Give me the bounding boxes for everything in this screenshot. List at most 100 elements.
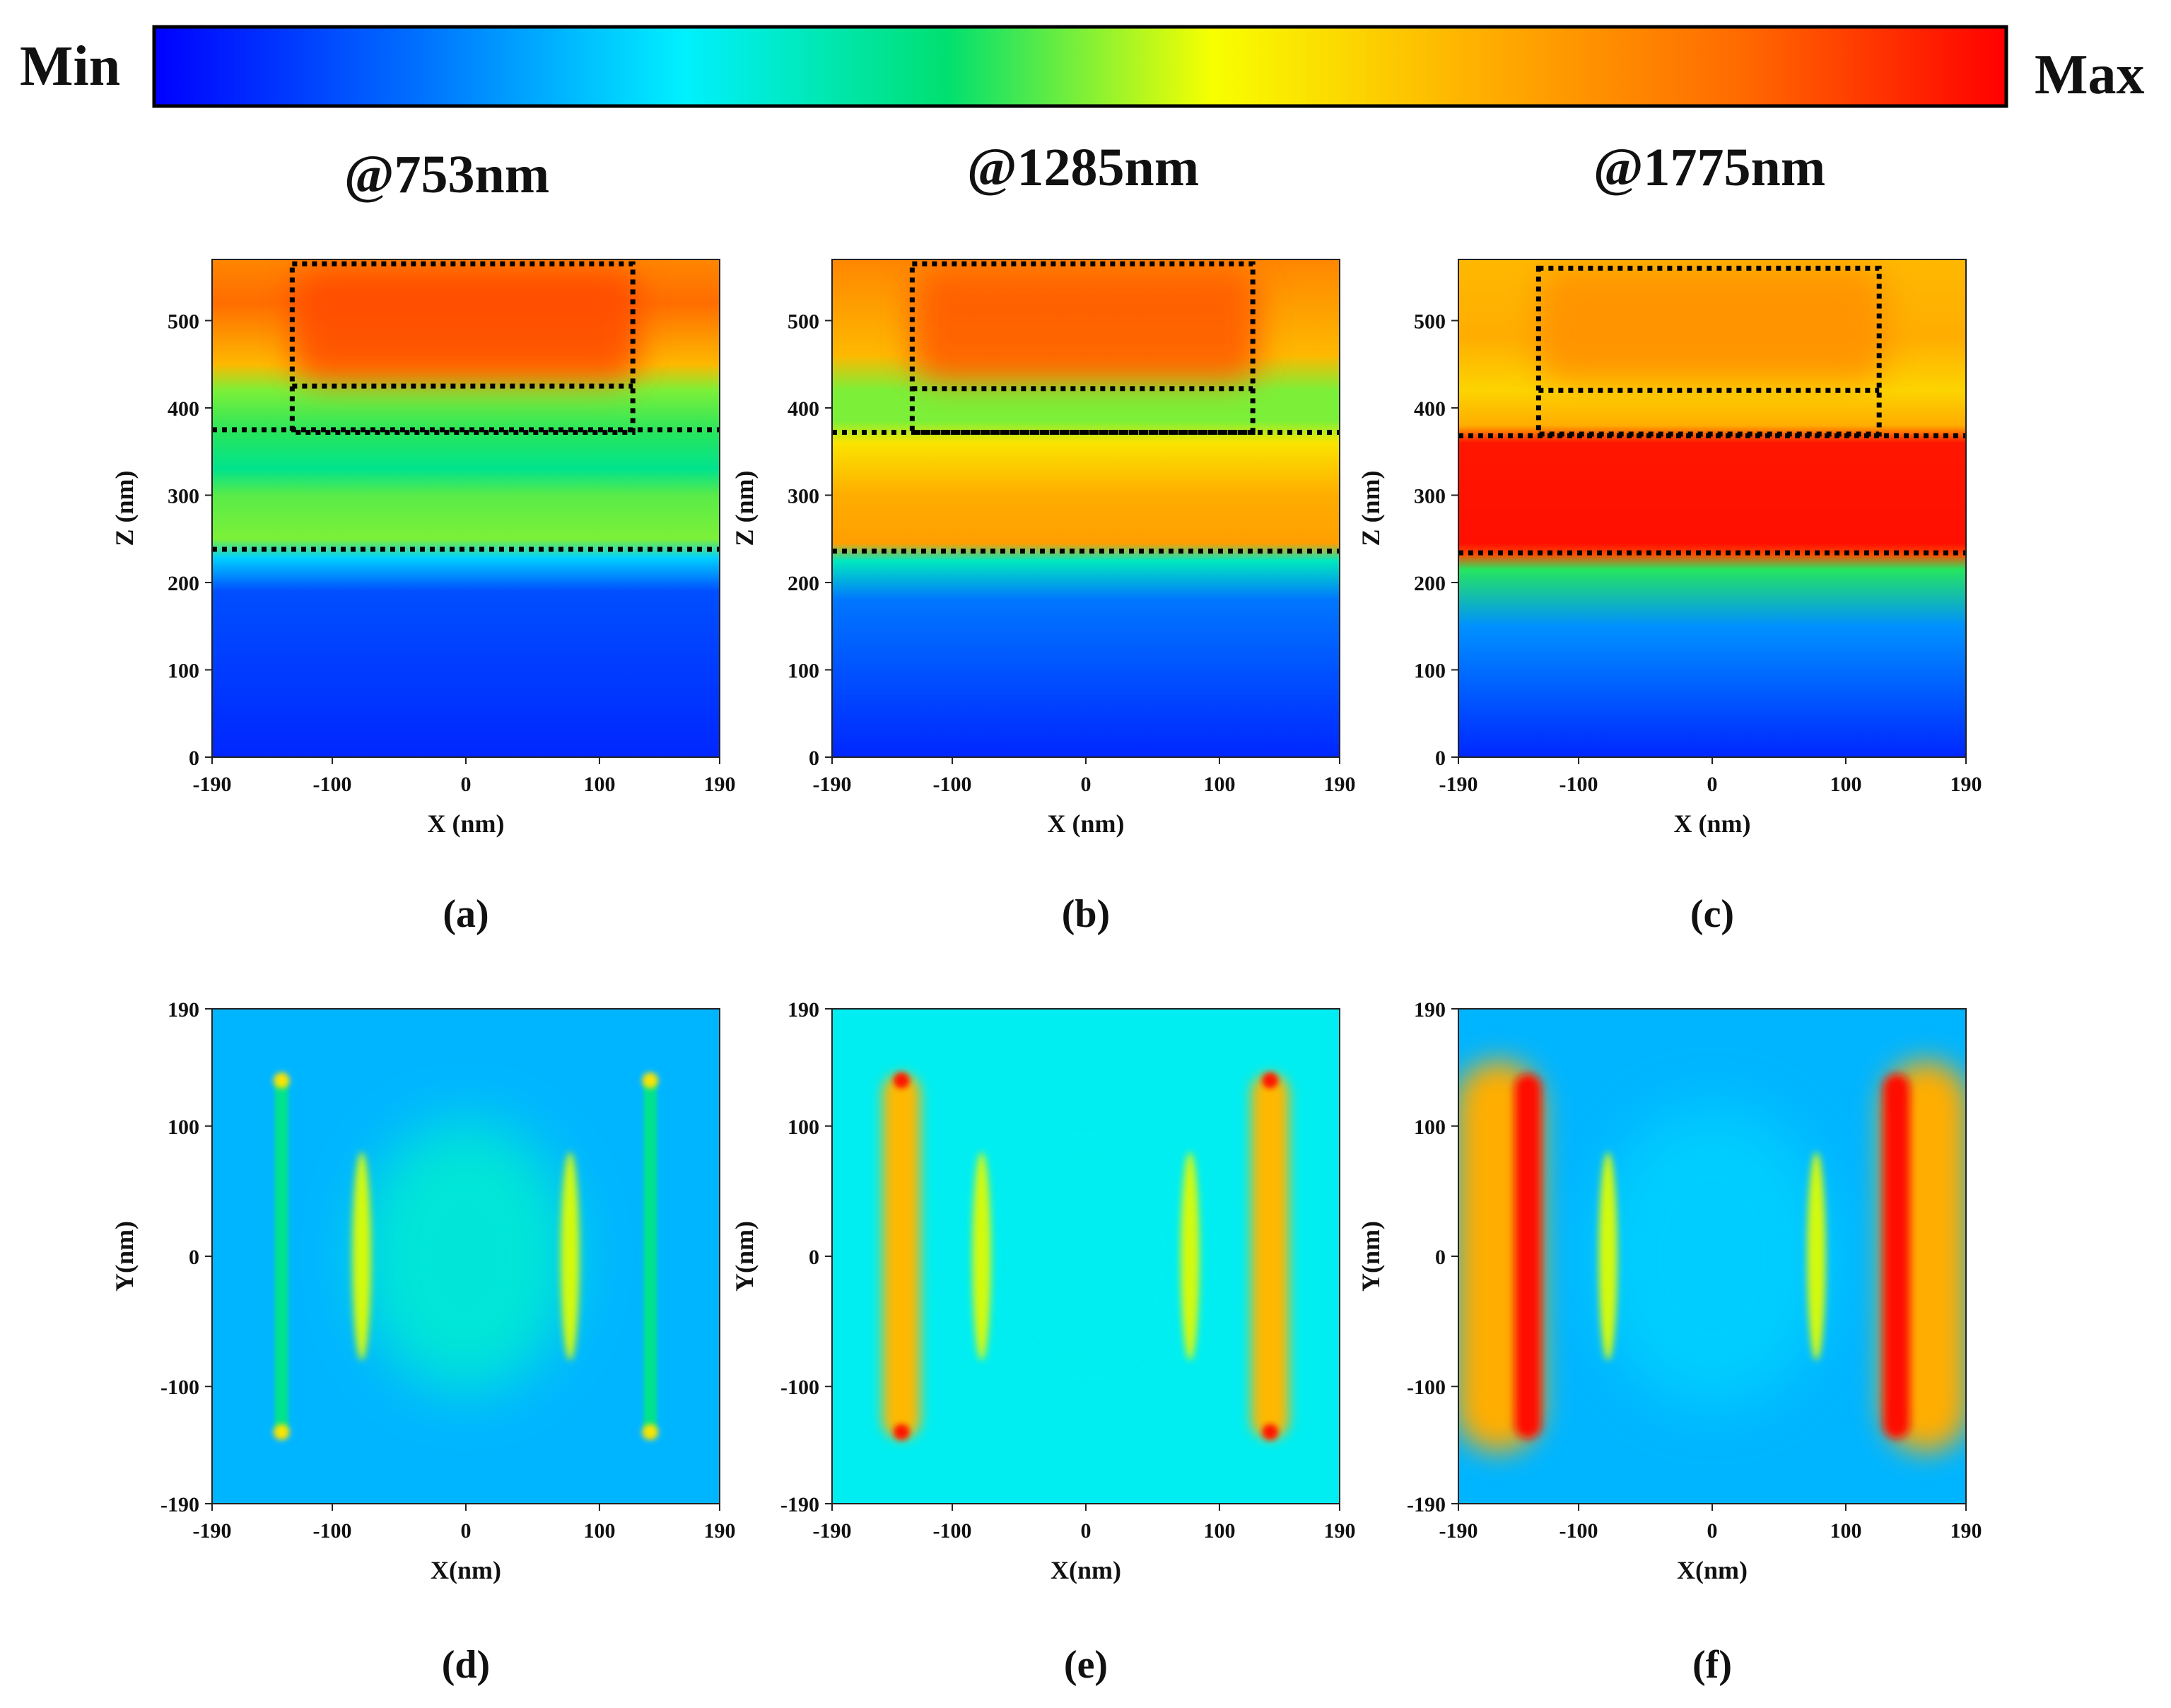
field-bar — [1883, 1074, 1910, 1439]
x-tick-label: 100 — [1203, 1519, 1235, 1543]
y-axis-label: Z (nm) — [730, 471, 759, 546]
x-tick-label: -100 — [313, 1519, 352, 1543]
field-spot — [273, 1424, 290, 1441]
field-spot — [893, 1072, 910, 1089]
wavelength-title-c: @1775nm — [1593, 138, 1825, 197]
field-spot — [893, 1424, 910, 1441]
colorbar: Min Max — [20, 25, 2145, 108]
field-glow — [992, 1137, 1180, 1375]
x-tick-label: 0 — [1707, 1519, 1718, 1543]
x-tick-label: -100 — [933, 1519, 972, 1543]
y-tick-label: 0 — [1435, 747, 1446, 770]
colorbar-min-label: Min — [20, 35, 120, 98]
panel-a: -190 -100 0 100 190 0 100 200 300 400 500 X (nm) Z (… — [110, 259, 736, 936]
x-tick-label: 190 — [704, 773, 736, 796]
y-tick-label: 100 — [168, 659, 199, 682]
y-tick-label: 400 — [1414, 397, 1446, 421]
panel-caption-e: (e) — [1064, 1643, 1108, 1687]
x-tick-label: 0 — [461, 773, 472, 796]
x-tick-label: 100 — [583, 1519, 615, 1543]
field-hotspot — [912, 268, 1260, 382]
y-tick-label: 100 — [788, 1116, 819, 1139]
panel-d: -190 -100 0 100 190 -190 -100 0 100 190 X(nm) Y(nm)… — [110, 998, 736, 1687]
field-spot — [642, 1072, 659, 1089]
x-tick-label: -190 — [1439, 773, 1478, 796]
field-bar — [1514, 1074, 1542, 1439]
panel-caption-a: (a) — [443, 892, 488, 936]
field-glow — [1591, 1104, 1833, 1409]
x-tick-label: 190 — [704, 1519, 736, 1543]
field-hotspot — [292, 268, 640, 382]
x-axis-label: X (nm) — [428, 809, 505, 838]
field-crescent — [561, 1152, 580, 1361]
wavelength-title-b: @1285nm — [967, 138, 1199, 197]
panel-caption-f: (f) — [1692, 1643, 1732, 1687]
y-tick-label: 100 — [1414, 659, 1446, 682]
field-crescent — [1807, 1152, 1826, 1361]
panel-b: -190 -100 0 100 190 0 100 200 300 400 500 X (nm) Z (… — [730, 259, 1356, 936]
y-tick-label: -100 — [780, 1376, 819, 1399]
y-tick-label: 500 — [788, 310, 819, 333]
structure-outline — [909, 261, 1256, 435]
y-tick-label: 200 — [1414, 572, 1446, 595]
y-axis-label: Y(nm) — [1357, 1221, 1385, 1292]
y-tick-label: 0 — [189, 1246, 199, 1269]
x-tick-label: -100 — [313, 773, 352, 796]
colorbar-gradient — [152, 25, 2008, 108]
field-edge — [643, 1080, 657, 1432]
x-axis-label: X(nm) — [431, 1556, 501, 1584]
panel-c: -190 -100 0 100 190 0 100 200 300 400 500 X (nm) Z (… — [1357, 259, 1982, 936]
x-tick-label: 190 — [1324, 1519, 1356, 1543]
x-tick-label: -190 — [813, 1519, 852, 1543]
field-map-a — [212, 259, 720, 757]
y-tick-label: 100 — [168, 1116, 199, 1139]
field-bar — [882, 1074, 920, 1439]
x-tick-label: -100 — [1560, 773, 1598, 796]
field-glow — [358, 1121, 573, 1392]
x-tick-label: -190 — [193, 1519, 232, 1543]
y-tick-label: 400 — [168, 397, 199, 421]
y-tick-label: 0 — [809, 747, 819, 770]
y-axis-label: Y(nm) — [730, 1221, 759, 1292]
y-tick-label: 0 — [809, 1246, 819, 1269]
panel-caption-c: (c) — [1690, 892, 1734, 936]
x-tick-label: 0 — [461, 1519, 472, 1543]
y-tick-label: 300 — [1414, 484, 1446, 508]
field-crescent — [352, 1152, 371, 1361]
y-tick-label: -190 — [1407, 1493, 1446, 1516]
structure-outline — [289, 261, 636, 435]
x-tick-label: 0 — [1081, 1519, 1092, 1543]
x-tick-label: -190 — [813, 773, 852, 796]
field-map-e — [832, 1009, 1340, 1504]
x-tick-label: -100 — [933, 773, 972, 796]
y-tick-label: -190 — [780, 1493, 819, 1516]
x-tick-label: 190 — [1950, 1519, 1982, 1543]
x-tick-label: 190 — [1324, 773, 1356, 796]
y-tick-label: -100 — [1407, 1376, 1446, 1399]
y-tick-label: 190 — [1414, 998, 1446, 1022]
panel-caption-d: (d) — [442, 1643, 490, 1687]
y-tick-label: 190 — [168, 998, 199, 1022]
field-map-f — [1458, 1009, 1966, 1504]
x-tick-label: 100 — [1830, 773, 1861, 796]
x-tick-label: 100 — [583, 773, 615, 796]
field-crescent — [972, 1152, 991, 1361]
field-map-d — [212, 1009, 720, 1504]
field-edge — [274, 1080, 288, 1432]
y-tick-label: 190 — [788, 998, 819, 1022]
field-spot — [1262, 1424, 1279, 1441]
panel-f: -190 -100 0 100 190 -190 -100 0 100 190 X(nm) Y(nm)… — [1357, 998, 1982, 1687]
y-tick-label: 100 — [788, 659, 819, 682]
wavelength-title-a: @753nm — [344, 145, 549, 204]
field-spot — [273, 1072, 290, 1089]
y-tick-label: 200 — [168, 572, 199, 595]
y-tick-label: 100 — [1414, 1116, 1446, 1139]
y-tick-label: -190 — [160, 1493, 199, 1516]
x-tick-label: 100 — [1830, 1519, 1861, 1543]
y-tick-label: 500 — [168, 310, 199, 333]
field-crescent — [1181, 1152, 1200, 1361]
field-hotspot — [1538, 268, 1886, 382]
y-tick-label: 400 — [788, 397, 819, 421]
colorbar-max-label: Max — [2035, 44, 2145, 106]
